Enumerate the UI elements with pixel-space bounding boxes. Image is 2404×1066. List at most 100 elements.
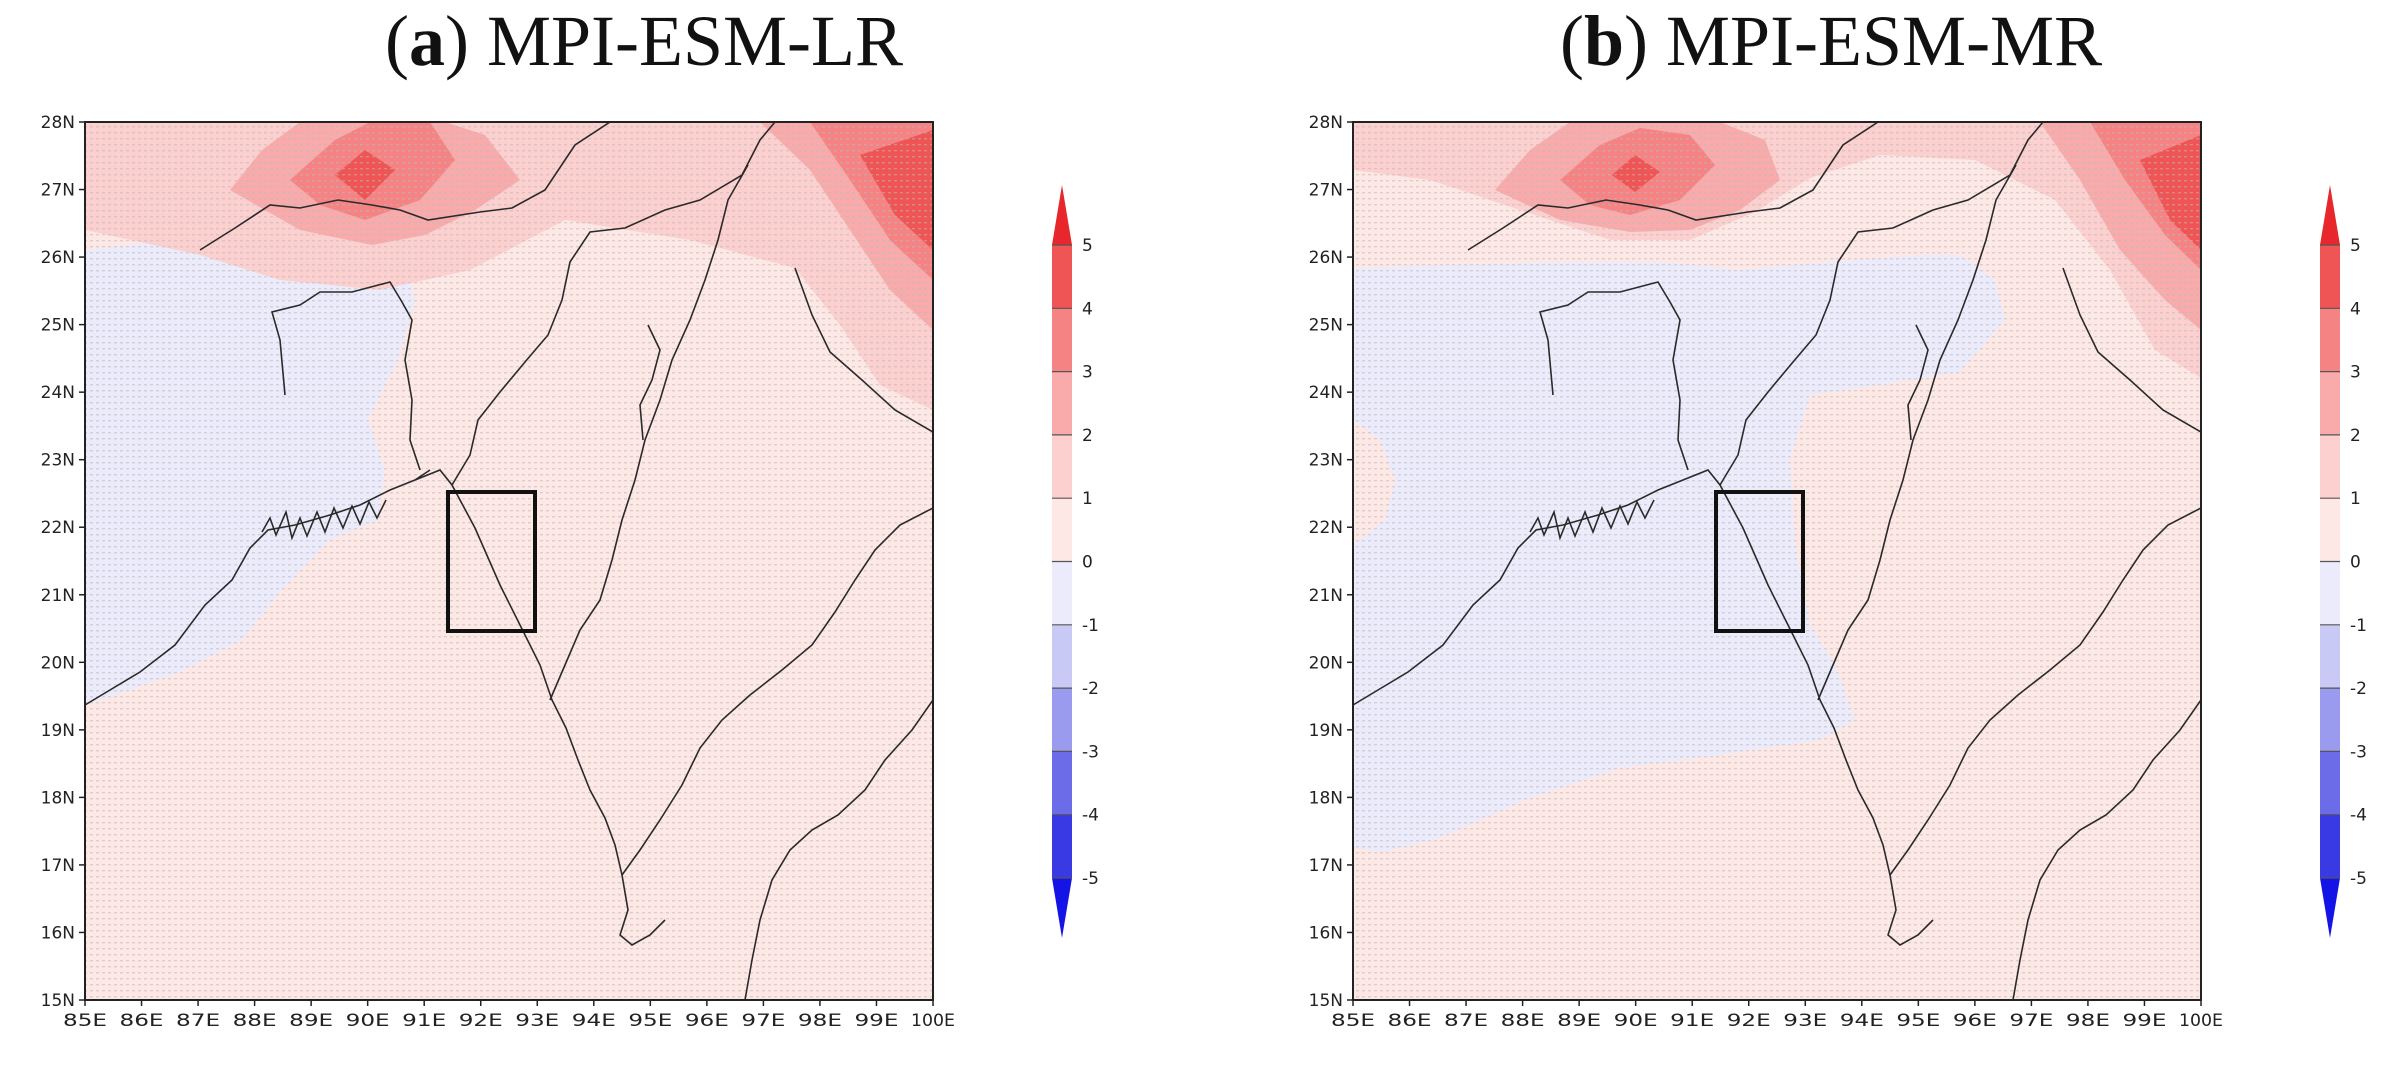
lon-tick-label: 94E bbox=[1840, 1011, 1884, 1031]
panel-a-colorbar: 5 4 3 2 1 0 -1 -2 -3 -4 -5 bbox=[1052, 185, 1099, 938]
colorbar-bottom-arrow bbox=[1052, 878, 1072, 938]
lat-tick-label: 20N bbox=[41, 653, 75, 673]
coastlines-and-borders bbox=[85, 122, 933, 1000]
lon-tick-label: 100E bbox=[911, 1011, 955, 1031]
lon-tick-label: 93E bbox=[515, 1011, 559, 1031]
lon-tick-label: 86E bbox=[1388, 1011, 1432, 1031]
lat-tick-label: 26N bbox=[1309, 248, 1343, 268]
colorbar-label: -4 bbox=[2350, 806, 2367, 826]
colorbar-label: 3 bbox=[1082, 363, 1093, 383]
colorbar-label: -1 bbox=[2350, 616, 2367, 636]
panel-b-frame bbox=[1352, 121, 2202, 1001]
lon-tick-label: 91E bbox=[402, 1011, 446, 1031]
panel-b-colorbar: 5 4 3 2 1 0 -1 -2 -3 -4 -5 bbox=[2320, 185, 2367, 938]
lon-tick-label: 98E bbox=[2066, 1011, 2110, 1031]
lat-tick-label: 19N bbox=[41, 721, 75, 741]
lon-tick-label: 87E bbox=[176, 1011, 220, 1031]
colorbar-segment bbox=[2320, 498, 2340, 562]
lat-tick-label: 21N bbox=[1309, 586, 1343, 606]
gridlines bbox=[85, 122, 933, 1000]
lat-tick-label: 28N bbox=[1309, 113, 1343, 133]
coastlines-and-borders bbox=[1353, 122, 2201, 1000]
lon-tick-label: 92E bbox=[1727, 1011, 1771, 1031]
panel-a-map: 85E 86E 87E 88E 89E 90E 91E 92E 93E 94E 95E 96E 97E 9… bbox=[41, 113, 955, 1031]
lat-tick-label: 17N bbox=[41, 856, 75, 876]
colorbar-top-arrow bbox=[1052, 185, 1072, 245]
lat-tick-label: 25N bbox=[1309, 316, 1343, 336]
lat-tick-label: 17N bbox=[1309, 856, 1343, 876]
colorbar-segment bbox=[2320, 434, 2340, 499]
lat-tick-label: 24N bbox=[41, 383, 75, 403]
lon-tick-label: 92E bbox=[459, 1011, 503, 1031]
panel-a-title: (a) MPI-ESM-LR bbox=[385, 1, 904, 81]
lat-tick-label: 23N bbox=[41, 451, 75, 471]
colorbar-label: -2 bbox=[2350, 679, 2367, 699]
gridlines bbox=[1353, 122, 2201, 1000]
panel-a-frame bbox=[84, 121, 934, 1001]
colorbar-segment bbox=[2320, 561, 2340, 626]
lon-tick-label: 100E bbox=[2179, 1011, 2223, 1031]
lat-tick-label: 26N bbox=[41, 248, 75, 268]
colorbar-segment bbox=[1052, 624, 1072, 689]
lat-tick-label: 18N bbox=[1309, 788, 1343, 808]
colorbar-segment bbox=[2320, 688, 2340, 752]
panel-a-letter: a bbox=[408, 1, 445, 81]
panel-b-letter: b bbox=[1583, 1, 1625, 81]
panel-b-study-area-box bbox=[1714, 490, 1805, 633]
lon-tick-label: 97E bbox=[2009, 1011, 2053, 1031]
lon-tick-label: 86E bbox=[120, 1011, 164, 1031]
lat-tick-label: 16N bbox=[41, 923, 75, 943]
panel-b-map: 85E 86E 87E 88E 89E 90E 91E 92E 93E 94E 95E 96E 97E 9… bbox=[1309, 113, 2223, 1031]
colorbar-label: 1 bbox=[2350, 489, 2361, 509]
panel-b-title: (b) MPI-ESM-MR bbox=[1560, 1, 2103, 81]
lat-tick-label: 24N bbox=[1309, 383, 1343, 403]
colorbar-label: 4 bbox=[2350, 299, 2361, 319]
colorbar-label: 0 bbox=[1082, 553, 1093, 573]
colorbar-segment bbox=[1052, 371, 1072, 436]
colorbar-label: 2 bbox=[1082, 426, 1093, 446]
lat-tick-label: 20N bbox=[1309, 653, 1343, 673]
lon-tick-label: 93E bbox=[1783, 1011, 1827, 1031]
colorbar-label: 4 bbox=[1082, 299, 1093, 319]
lat-tick-label: 25N bbox=[41, 316, 75, 336]
lon-tick-label: 90E bbox=[1614, 1011, 1658, 1031]
colorbar-segment bbox=[1052, 498, 1072, 562]
colorbar-segment bbox=[1052, 751, 1072, 816]
colorbar-segment bbox=[2320, 751, 2340, 816]
colorbar-segment bbox=[1052, 434, 1072, 499]
lat-tick-label: 28N bbox=[41, 113, 75, 133]
panel-a-anomaly-field bbox=[85, 122, 933, 1000]
colorbar-label: 5 bbox=[1082, 236, 1093, 256]
lon-tick-label: 89E bbox=[1557, 1011, 1601, 1031]
colorbar-segment bbox=[2320, 371, 2340, 436]
colorbar-segment bbox=[1052, 561, 1072, 626]
lon-tick-label: 89E bbox=[289, 1011, 333, 1031]
lon-tick-label: 88E bbox=[1501, 1011, 1545, 1031]
colorbar-segment bbox=[2320, 245, 2340, 309]
colorbar-segment bbox=[1052, 814, 1072, 879]
lon-tick-label: 87E bbox=[1444, 1011, 1488, 1031]
colorbar-label: -1 bbox=[1082, 616, 1099, 636]
lon-tick-label: 85E bbox=[1331, 1011, 1375, 1031]
colorbar-segment bbox=[1052, 245, 1072, 309]
lon-tick-label: 94E bbox=[572, 1011, 616, 1031]
panel-a-model-name: MPI-ESM-LR bbox=[486, 1, 904, 81]
lat-tick-label: 18N bbox=[41, 788, 75, 808]
colorbar-label: -4 bbox=[1082, 806, 1099, 826]
lon-tick-label: 88E bbox=[233, 1011, 277, 1031]
panel-b-axes: 85E 86E 87E 88E 89E 90E 91E 92E 93E 94E 95E 96E 97E 9… bbox=[1309, 113, 2223, 1031]
colorbar-label: 5 bbox=[2350, 236, 2361, 256]
lat-tick-label: 27N bbox=[41, 181, 75, 201]
colorbar-bottom-arrow bbox=[2320, 878, 2340, 938]
lat-tick-label: 22N bbox=[41, 518, 75, 538]
lon-tick-label: 95E bbox=[628, 1011, 672, 1031]
colorbar-segment bbox=[2320, 624, 2340, 689]
lon-tick-label: 99E bbox=[2122, 1011, 2166, 1031]
lon-tick-label: 96E bbox=[685, 1011, 729, 1031]
panel-b-model-name: MPI-ESM-MR bbox=[1666, 1, 2103, 81]
lat-tick-label: 21N bbox=[41, 586, 75, 606]
colorbar-label: 0 bbox=[2350, 553, 2361, 573]
lon-tick-label: 85E bbox=[63, 1011, 107, 1031]
lat-tick-label: 16N bbox=[1309, 923, 1343, 943]
